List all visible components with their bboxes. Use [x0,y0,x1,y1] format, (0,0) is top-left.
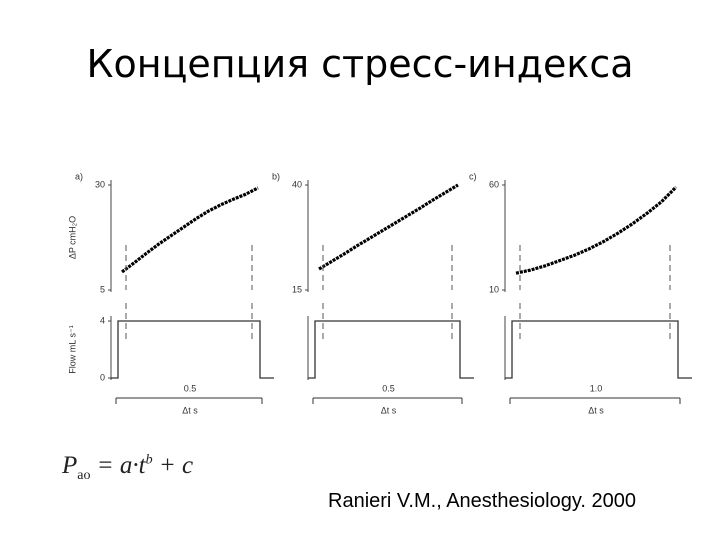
y-tick-label: 5 [100,284,105,294]
y-tick-label: 10 [489,284,499,294]
y-tick-label: 0 [100,372,105,382]
panel-label: a) [75,171,83,181]
x-axis-label: Δt s [182,405,198,415]
panel-label: c) [469,171,477,181]
duration-label: 1.0 [590,383,603,393]
y-tick-label: 30 [95,179,105,189]
y-axis-label: ΔP cmH₂O [67,216,77,259]
slide-title: Концепция стресс-индекса [86,42,634,86]
flow-curve [111,320,274,379]
y-tick-label: 40 [292,179,302,189]
formula-rhs: = a·t [96,452,146,479]
panel-label: b) [272,171,280,181]
formula: Pao = a·tb + c [62,452,193,484]
pressure-curve [318,183,459,271]
y-tick-label: 15 [292,284,302,294]
flow-curve [505,320,692,379]
duration-label: 0.5 [382,383,395,393]
formula-lhs: P [62,452,78,479]
x-axis-label: Δt s [588,405,604,415]
pressure-curve [515,185,678,275]
flow-curve [308,320,474,379]
citation: Ranieri V.M., Anesthesiology. 2000 [328,490,636,512]
duration-label: 0.5 [184,383,197,393]
y-tick-label: 4 [100,315,105,325]
flow-axis-label: Flow mL s⁻¹ [67,325,77,373]
y-tick-label: 60 [489,179,499,189]
formula-sub: ao [77,468,91,483]
formula-sup: b [145,452,153,468]
x-axis-label: Δt s [381,405,397,415]
pressure-curve [121,186,259,274]
formula-tail: + c [158,452,194,479]
